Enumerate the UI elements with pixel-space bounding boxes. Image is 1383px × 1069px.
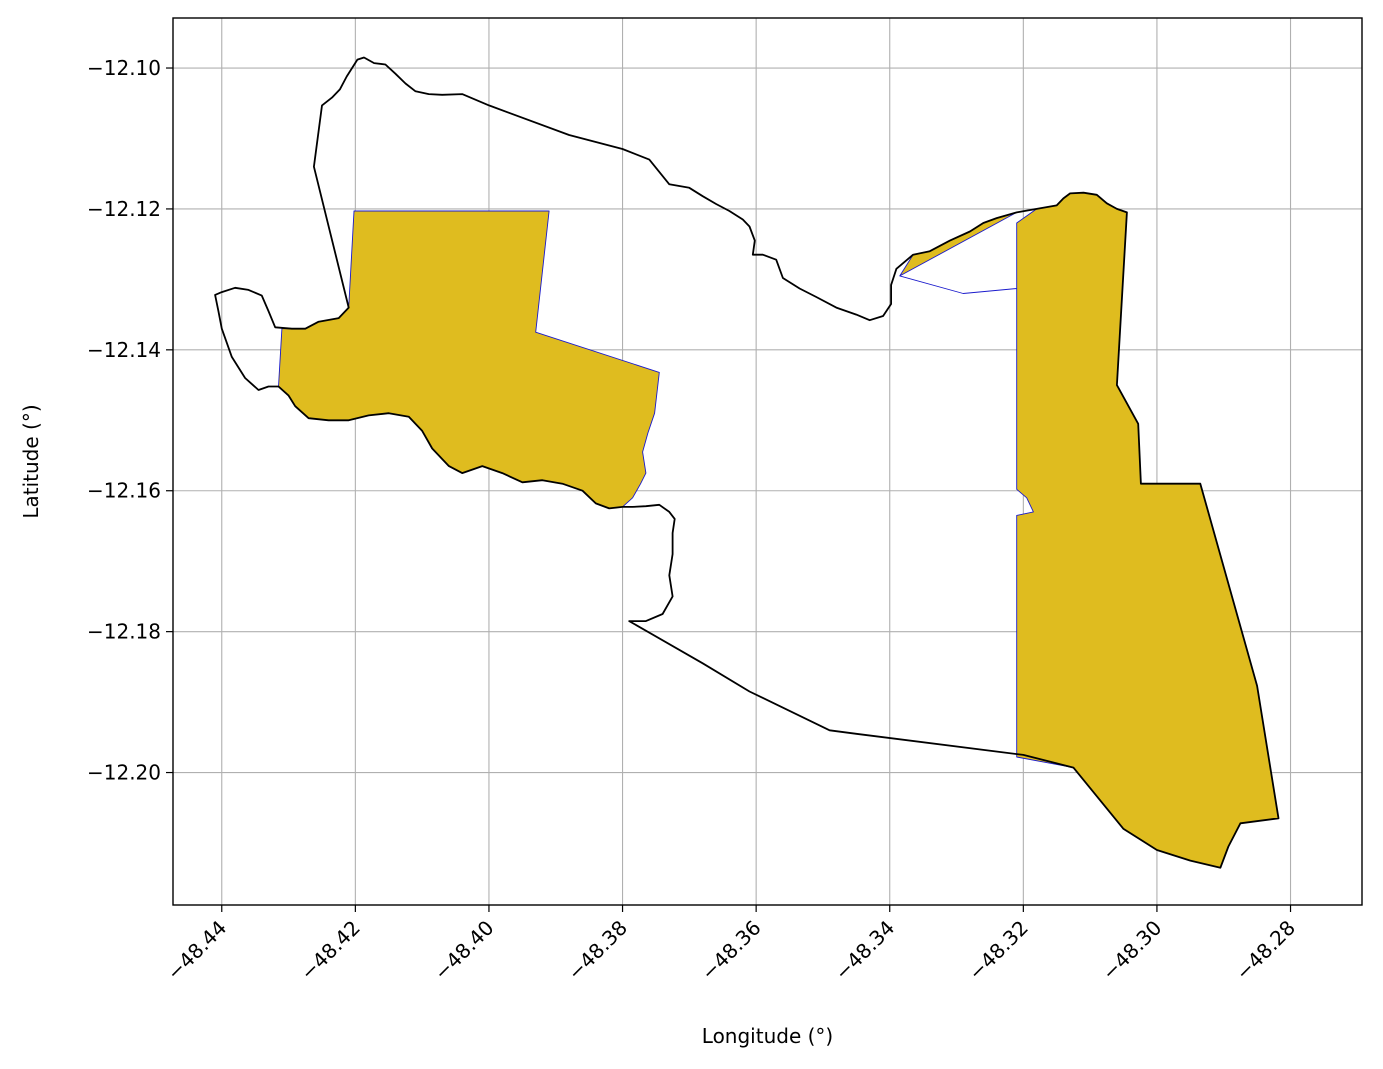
x-axis-label: Longitude (°): [702, 1024, 833, 1048]
grid-lines: [173, 18, 1362, 905]
outline-boundary: [214, 56, 1280, 869]
y-axis-label: Latitude (°): [19, 404, 43, 518]
plot-frame: [172, 17, 1363, 906]
y-tick-label: −12.18: [87, 620, 161, 644]
y-tick-label: −12.10: [87, 56, 161, 80]
y-tick-label: −12.16: [87, 479, 161, 503]
municipality-outline: [214, 56, 1280, 869]
y-tick-label: −12.20: [87, 761, 161, 785]
y-tick-label: −12.14: [87, 338, 161, 362]
y-tick-label: −12.12: [87, 197, 161, 221]
